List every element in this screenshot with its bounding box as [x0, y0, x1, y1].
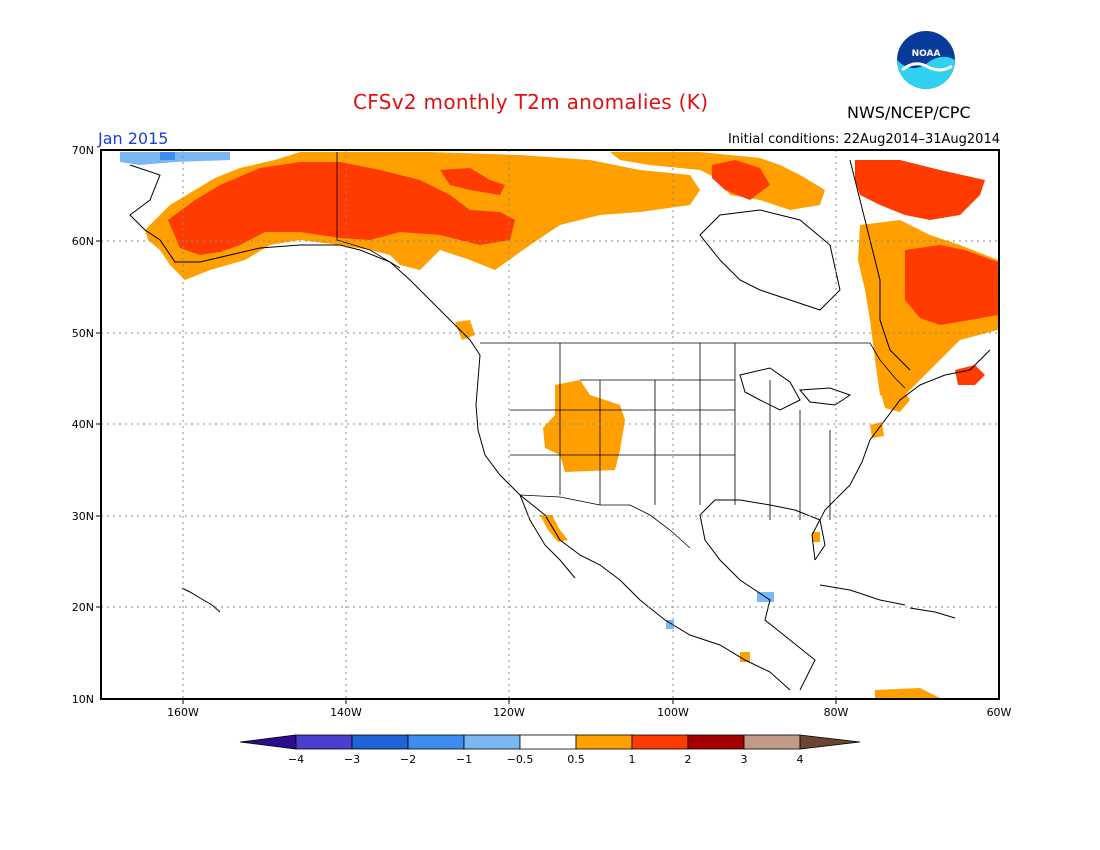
colorbar-label-7: 2 — [685, 753, 692, 766]
great-lakes — [739, 367, 852, 411]
lat-label-70: 70N — [72, 144, 94, 157]
lon-label-80w: 80W — [824, 706, 849, 719]
colorbar — [239, 734, 861, 750]
agency-label: NWS/NCEP/CPC — [847, 103, 971, 122]
chart-title: CFSv2 monthly T2m anomalies (K) — [353, 90, 709, 114]
anomaly-alaska-red — [168, 162, 515, 255]
gulf-coast — [699, 499, 826, 691]
anomaly-southwest-orange — [543, 380, 625, 472]
colorbar-bin-7 — [631, 734, 689, 750]
west-coast — [475, 354, 791, 691]
lon-ticks — [182, 699, 837, 704]
anomaly-florida-orange — [812, 532, 820, 542]
anomaly-baja-orange — [540, 515, 568, 542]
east-coast — [811, 349, 991, 561]
anomaly-bc-coast-orange — [455, 320, 475, 340]
colorbar-label-0: −4 — [288, 753, 304, 766]
colorbar-label-5: 0.5 — [567, 753, 585, 766]
anomaly-greenland-red — [855, 160, 985, 220]
anomaly-nova-scotia-red — [955, 365, 985, 385]
colorbar-arrow-right — [799, 734, 861, 750]
colorbar-label-4: −0.5 — [507, 753, 534, 766]
state-lines — [510, 343, 831, 520]
anomaly-arctic-blue-dark — [160, 152, 175, 160]
colorbar-bin-8 — [687, 734, 745, 750]
colorbar-label-6: 1 — [629, 753, 636, 766]
lat-axis: 70N 60N 50N 40N 30N 20N 10N — [72, 144, 94, 706]
coastlines — [129, 159, 991, 691]
colorbar-bin-6 — [575, 734, 633, 750]
colorbar-bin-5 — [519, 734, 577, 750]
anomaly-arctic-orange-2 — [610, 152, 825, 210]
cuba — [819, 584, 906, 606]
colorbar-labels: −4 −3 −2 −1 −0.5 0.5 1 2 3 4 — [288, 753, 804, 766]
colorbar-label-9: 4 — [797, 753, 804, 766]
lon-label-100w: 100W — [657, 706, 689, 719]
lon-axis: 160W 140W 120W 100W 80W 60W — [167, 706, 1011, 719]
lat-label-10: 10N — [72, 693, 94, 706]
anomaly-labrador-red — [905, 245, 998, 325]
lat-label-30: 30N — [72, 510, 94, 523]
colorbar-label-3: −1 — [456, 753, 472, 766]
colorbar-bin-2 — [351, 734, 409, 750]
colorbar-label-2: −2 — [400, 753, 416, 766]
anomaly-arctic-red — [440, 168, 505, 195]
anomaly-arctic-red-2 — [712, 160, 770, 200]
alaska-coast — [129, 164, 481, 356]
valid-month-label: Jan 2015 — [98, 129, 169, 148]
alaska-canada-border — [336, 152, 401, 269]
colorbar-bin-4 — [463, 734, 521, 750]
hispaniola — [909, 607, 956, 619]
noaa-logo: NOAA — [897, 31, 955, 89]
lon-label-140w: 140W — [330, 706, 362, 719]
us-canada-border — [480, 342, 906, 389]
anomaly-caribbean-orange — [875, 688, 940, 699]
lon-label-60w: 60W — [987, 706, 1012, 719]
logo-text: NOAA — [912, 49, 941, 59]
grid-lines — [101, 150, 999, 699]
borders — [336, 152, 906, 549]
anomaly-ne-us-orange — [880, 385, 910, 412]
lon-label-120w: 120W — [493, 706, 525, 719]
baja-peninsula — [519, 494, 576, 579]
hawaii — [181, 587, 221, 613]
lat-ticks — [96, 240, 101, 608]
lat-label-20: 20N — [72, 601, 94, 614]
anomaly-layer — [120, 152, 998, 699]
colorbar-label-1: −3 — [344, 753, 360, 766]
lon-label-160w: 160W — [167, 706, 199, 719]
lat-label-40: 40N — [72, 418, 94, 431]
colorbar-bin-3 — [407, 734, 465, 750]
us-mexico-border — [519, 494, 691, 549]
colorbar-bin-9 — [743, 734, 801, 750]
lat-label-60: 60N — [72, 235, 94, 248]
colorbar-arrow-left — [239, 734, 297, 750]
colorbar-label-8: 3 — [741, 753, 748, 766]
lat-label-50: 50N — [72, 327, 94, 340]
anomaly-guatemala-orange — [740, 652, 750, 662]
hudson-bay — [699, 209, 841, 311]
labrador-coast — [849, 159, 911, 371]
initial-conditions-label: Initial conditions: 22Aug2014–31Aug2014 — [727, 132, 1000, 147]
colorbar-bin-1 — [295, 734, 353, 750]
